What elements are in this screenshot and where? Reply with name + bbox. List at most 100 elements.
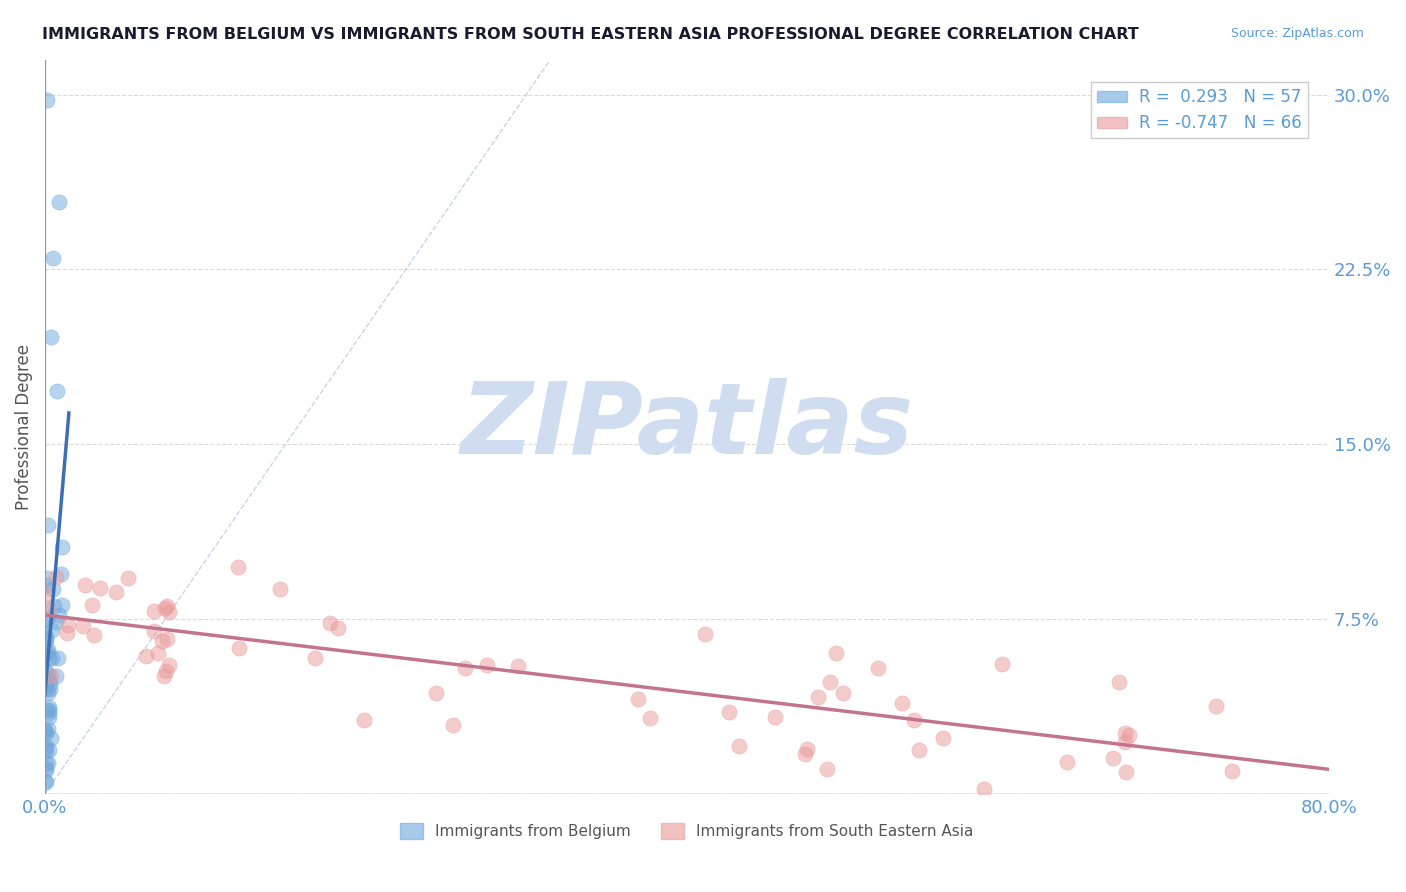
Point <box>55 625 77 640</box>
Point <box>37 756 59 771</box>
Point <box>34 724 56 739</box>
Point <box>39 681 62 696</box>
Point <box>38 706 60 720</box>
Point <box>796 741 818 756</box>
Point <box>46 650 69 665</box>
Point <box>48 194 70 209</box>
Point <box>728 739 751 754</box>
Point <box>83 628 105 642</box>
Point <box>35 761 58 775</box>
Point <box>146 647 169 661</box>
Point <box>38 710 60 724</box>
Point <box>42 251 65 265</box>
Point <box>34 744 56 758</box>
Point <box>157 605 180 619</box>
Point <box>34 723 56 738</box>
Point <box>156 632 179 646</box>
Point <box>157 657 180 672</box>
Point <box>35 611 58 625</box>
Point <box>117 571 139 585</box>
Point <box>973 781 995 796</box>
Point <box>425 685 447 699</box>
Point <box>328 621 350 635</box>
Point <box>34 613 56 627</box>
Text: ZIPatlas: ZIPatlas <box>460 378 914 475</box>
Point <box>37 666 59 681</box>
Point <box>627 692 650 706</box>
Point <box>45 668 67 682</box>
Point <box>143 624 166 639</box>
Point <box>907 742 929 756</box>
Point <box>35 93 58 107</box>
Point <box>825 646 848 660</box>
Point <box>35 681 58 696</box>
Point <box>228 640 250 655</box>
Point <box>441 718 464 732</box>
Point <box>39 731 62 745</box>
Point <box>35 578 58 592</box>
Point <box>45 570 67 584</box>
Point <box>82 598 104 612</box>
Point <box>37 602 59 616</box>
Point <box>37 642 59 657</box>
Point <box>35 587 58 601</box>
Point <box>51 598 73 612</box>
Point <box>454 661 477 675</box>
Point <box>46 384 69 398</box>
Point <box>37 722 59 736</box>
Point <box>1114 735 1136 749</box>
Point <box>37 646 59 660</box>
Text: Source: ZipAtlas.com: Source: ZipAtlas.com <box>1230 27 1364 40</box>
Point <box>35 703 58 717</box>
Point <box>1115 765 1137 780</box>
Point <box>638 711 661 725</box>
Point <box>153 601 176 615</box>
Point <box>1056 755 1078 769</box>
Point <box>38 703 60 717</box>
Point <box>75 577 97 591</box>
Point <box>353 713 375 727</box>
Point <box>35 775 58 789</box>
Point <box>105 584 128 599</box>
Point <box>42 582 65 596</box>
Point <box>35 681 58 695</box>
Point <box>269 582 291 597</box>
Point <box>39 677 62 691</box>
Point <box>35 756 58 770</box>
Point <box>48 608 70 623</box>
Point <box>89 581 111 595</box>
Point <box>155 665 177 679</box>
Point <box>319 616 342 631</box>
Point <box>35 763 58 777</box>
Point <box>150 634 173 648</box>
Point <box>866 661 889 675</box>
Point <box>815 762 838 776</box>
Point <box>56 618 79 632</box>
Point <box>506 658 529 673</box>
Point <box>34 741 56 756</box>
Point <box>135 648 157 663</box>
Point <box>45 615 67 629</box>
Point <box>1114 725 1136 739</box>
Point <box>44 599 66 614</box>
Text: IMMIGRANTS FROM BELGIUM VS IMMIGRANTS FROM SOUTH EASTERN ASIA PROFESSIONAL DEGRE: IMMIGRANTS FROM BELGIUM VS IMMIGRANTS FR… <box>42 27 1139 42</box>
Point <box>35 726 58 740</box>
Point <box>717 705 740 719</box>
Point <box>807 690 830 704</box>
Point <box>304 650 326 665</box>
Point <box>156 599 179 614</box>
Point <box>990 657 1012 671</box>
Point <box>34 739 56 753</box>
Point <box>903 713 925 727</box>
Point <box>228 560 250 574</box>
Point <box>763 710 786 724</box>
Point <box>38 672 60 686</box>
Point <box>37 686 59 700</box>
Point <box>41 651 63 665</box>
Point <box>832 686 855 700</box>
Point <box>695 626 717 640</box>
Point <box>1118 728 1140 742</box>
Point <box>143 604 166 618</box>
Point <box>49 566 72 581</box>
Point <box>35 631 58 645</box>
